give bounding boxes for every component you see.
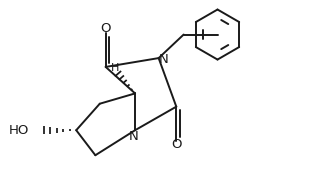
Text: HO: HO [9,124,29,137]
Text: N: N [159,53,169,66]
Text: O: O [171,138,182,151]
Text: N: N [129,130,138,143]
Text: O: O [100,22,111,35]
Text: H: H [111,63,119,73]
